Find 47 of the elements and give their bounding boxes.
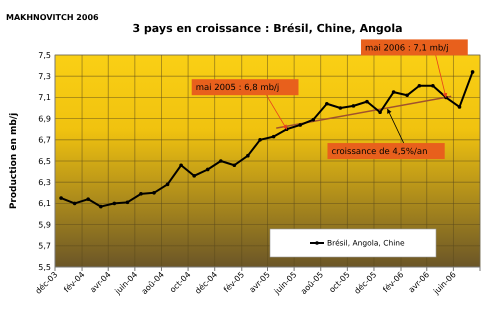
point — [59, 196, 63, 200]
text: MAKHNOVITCH 2006 — [6, 13, 100, 22]
point — [365, 100, 369, 104]
point — [166, 182, 170, 186]
point — [418, 84, 422, 88]
point — [246, 154, 250, 158]
point — [72, 202, 76, 206]
point — [378, 110, 382, 114]
point — [152, 191, 156, 195]
point — [126, 200, 130, 204]
annotation: mai 2005 : 6,8 mb/j — [196, 83, 280, 94]
point — [179, 163, 183, 168]
point — [86, 197, 90, 201]
y-tick-label: 5,9 — [38, 220, 51, 230]
point — [352, 104, 356, 108]
point — [338, 106, 342, 110]
point — [405, 93, 409, 98]
y-tick-label: 7,1 — [38, 93, 51, 102]
point — [431, 84, 435, 88]
y-axis-title: Production en mb/j — [9, 112, 19, 210]
point — [99, 204, 103, 208]
point — [258, 138, 262, 142]
point — [112, 202, 116, 206]
y-tick-label: 6,1 — [38, 199, 51, 208]
point — [470, 70, 474, 74]
annotation: croissance de 4,5%/an — [331, 147, 428, 158]
point — [219, 159, 223, 163]
y-tick-label: 6,3 — [38, 178, 51, 187]
point — [192, 174, 196, 178]
y-tick-label: 5,5 — [38, 262, 51, 272]
y-tick-label: 5,7 — [38, 242, 51, 251]
point — [206, 168, 210, 172]
point — [232, 163, 236, 168]
point — [325, 102, 329, 106]
y-tick-label: 6,5 — [38, 156, 51, 166]
point — [298, 123, 302, 127]
y-tick-label: 6,7 — [38, 136, 51, 145]
point — [392, 90, 396, 94]
point — [272, 134, 276, 138]
annotation: mai 2006 : 7,1 mb/j — [364, 43, 449, 54]
y-tick-label: 7,3 — [38, 72, 51, 81]
point — [312, 118, 316, 122]
y-tick-label: 6,9 — [38, 114, 51, 124]
chart-title: 3 pays en croissance : Brésil, Chine, Angola — [132, 22, 403, 35]
point — [458, 105, 462, 109]
y-tick-label: 7,5 — [38, 50, 51, 60]
point — [139, 192, 143, 196]
